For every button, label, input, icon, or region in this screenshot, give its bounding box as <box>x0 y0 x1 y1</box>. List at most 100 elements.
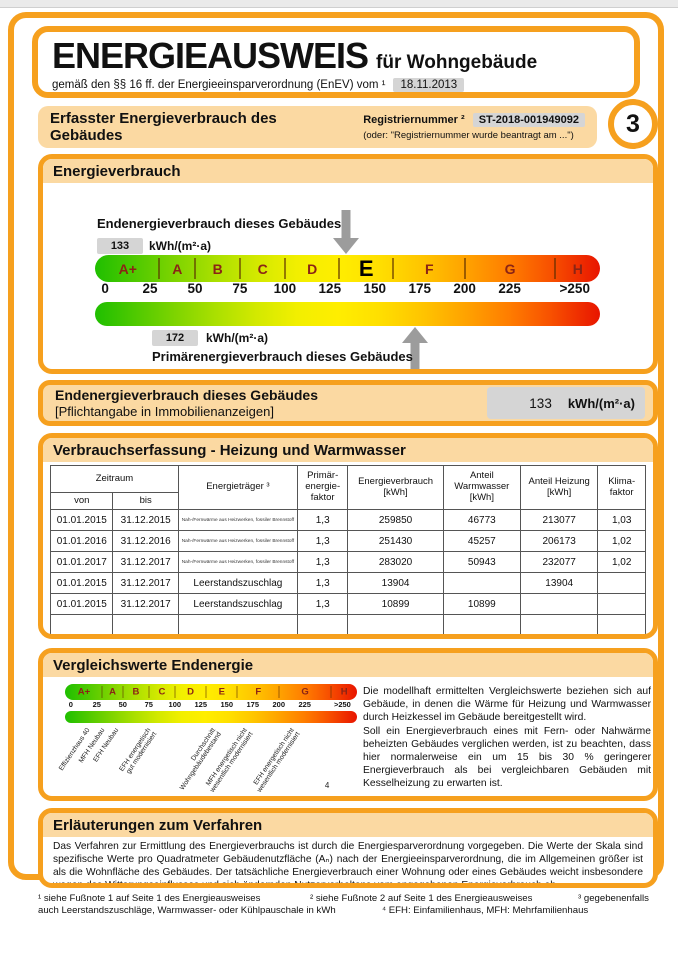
scale-tick-50: 50 <box>187 281 203 296</box>
page-number-badge: 3 <box>608 99 658 149</box>
comparison-reference-labels: 4 Effizienzhaus 40 MFH Neubau EFH Neubau EF… <box>58 723 357 796</box>
cell-kwh: 283020 <box>347 551 444 573</box>
cell-klima <box>597 614 646 634</box>
col-anteil-heizung: Anteil Heizung [kWh] <box>519 465 599 510</box>
scale-letter-E: E <box>358 255 374 281</box>
scale-letter-G: G <box>301 686 309 698</box>
col-klimafaktor: Klima- faktor <box>597 465 646 510</box>
scale-tick-225: 225 <box>298 700 311 709</box>
cell-bis <box>112 614 179 634</box>
scale-divider <box>391 258 394 279</box>
scale-tick->250: >250 <box>559 281 590 296</box>
scale-letter-F: F <box>425 260 434 277</box>
section-verbrauchserfassung: Verbrauchserfassung - Heizung und Warmwa… <box>38 433 658 639</box>
cell-ww: 46773 <box>442 509 522 531</box>
scale-tick-50: 50 <box>118 700 127 709</box>
cell-klima <box>597 572 646 594</box>
comparison-label: EFH energetisch nicht wesentlich moderni… <box>252 727 302 794</box>
scale-tick-225: 225 <box>498 281 521 296</box>
scale-divider <box>122 685 124 699</box>
cell-traeger: Nah-/Fernwärme aus Heizwerken, fossiler … <box>177 509 298 531</box>
comparison-label: EFH energetisch gut modernisiert <box>118 727 159 776</box>
cell-pef <box>296 614 349 634</box>
section-title: Verbrauchserfassung - Heizung und Warmwa… <box>43 438 653 462</box>
cell-pef: 1,3 <box>296 509 349 531</box>
energy-scale-letter-band: A+ A B C D E F G H <box>95 255 600 282</box>
scale-letter-A: A <box>172 260 183 277</box>
cell-klima: 1,02 <box>597 551 646 573</box>
scale-tick-125: 125 <box>318 281 342 296</box>
cell-traeger: Nah-/Fernwärme aus Heizwerken, fossiler … <box>177 551 298 573</box>
primaerenergie-arrow-label: Primärenergieverbrauch dieses Gebäudes <box>152 349 413 364</box>
scale-letter-A+: A+ <box>118 260 137 277</box>
banner-end-value: 133 <box>529 395 552 411</box>
scale-tick-100: 100 <box>168 700 182 709</box>
cell-pef: 1,3 <box>296 572 349 594</box>
energy-scale-lower-band <box>95 302 600 326</box>
scale-letter-B: B <box>212 260 223 277</box>
scale-divider <box>205 685 207 699</box>
table-row <box>49 614 646 634</box>
registration-number-value: ST-2018-001949092 <box>472 113 585 127</box>
cell-heizung: 13904 <box>519 572 599 594</box>
scale-tick-25: 25 <box>92 700 101 709</box>
primaerenergie-unit: kWh/(m²·a) <box>206 331 268 345</box>
law-reference-text: gemäß den §§ 16 ff. der Energieeinsparve… <box>52 79 386 91</box>
footnote-3-continued: auch Leerstandszuschläge, Warmwasser- od… <box>38 905 336 916</box>
cell-klima: 1,03 <box>597 509 646 531</box>
cell-bis: 31.12.2015 <box>112 509 179 531</box>
cell-kwh: 251430 <box>347 530 444 552</box>
primaerenergie-value-chip: 172 <box>152 330 198 346</box>
labels-footnote-ref: 4 <box>324 781 330 790</box>
cell-traeger: Leerstandszuschlag <box>177 572 298 594</box>
endenergieverbrauch-banner: Endenergieverbrauch dieses Gebäudes [Pfl… <box>38 380 658 426</box>
cell-heizung: 206173 <box>519 530 599 552</box>
scale-letter-G: G <box>504 260 516 277</box>
explanation-text: Das Verfahren zur Ermittlung des Energie… <box>53 841 643 888</box>
scale-divider <box>464 258 467 279</box>
banner-end-unit: kWh/(m²·a) <box>567 395 635 411</box>
cell-bis: 31.12.2017 <box>112 572 179 594</box>
banner-end-value-chip: 133 kWh/(m²·a) <box>487 387 645 419</box>
endenergie-unit: kWh/(m²·a) <box>149 239 211 253</box>
banner-end-title: Endenergieverbrauch dieses Gebäudes <box>55 386 318 403</box>
section-erlaeuterungen: Erläuterungen zum Verfahren Das Verfahre… <box>38 808 658 888</box>
section-title: Vergleichswerte Endenergie <box>43 653 653 677</box>
col-zeitraum: Zeitraum <box>50 465 179 493</box>
scale-letter-C: C <box>158 686 166 698</box>
col-primaerenergiefaktor: Primär- energie- faktor <box>296 465 349 510</box>
cell-klima: 1,02 <box>597 530 646 552</box>
endenergie-arrow-label: Endenergieverbrauch dieses Gebäudes <box>97 216 342 231</box>
document-title-suffix: für Wohngebäude <box>376 52 538 73</box>
cell-traeger: Nah-/Fernwärme aus Heizwerken, fossiler … <box>177 530 298 552</box>
scale-letter-E: E <box>218 686 225 698</box>
scale-tick-0: 0 <box>101 281 109 296</box>
cell-heizung <box>519 614 599 634</box>
scale-letter-A+: A+ <box>77 686 91 698</box>
scale-tick-150: 150 <box>363 281 387 296</box>
section-title: Energieverbrauch <box>43 159 653 183</box>
scale-divider <box>283 258 286 279</box>
cell-heizung: 213077 <box>519 509 599 531</box>
scale-divider <box>148 685 150 699</box>
scale-tick-25: 25 <box>142 281 158 296</box>
endenergie-marker-arrow-icon <box>333 210 360 254</box>
comparison-scale-ticks: 0 25 50 75 100 125 150 175 200 225 >250 <box>65 700 357 711</box>
cell-ww: 45257 <box>442 530 522 552</box>
consumption-table: Zeitraum Energieträger ³ Primär- energie… <box>49 465 646 634</box>
footnote-2: ² siehe Fußnote 2 auf Seite 1 des Energi… <box>310 893 533 904</box>
scale-tick-175: 175 <box>246 700 260 709</box>
comparison-scale-letter-band: A+ A B C D E F G H <box>65 684 357 700</box>
cell-klima <box>597 593 646 615</box>
scale-letter-A: A <box>109 686 117 698</box>
cell-bis: 31.12.2016 <box>112 530 179 552</box>
table-row: 01.01.2015 31.12.2017 Leerstandszuschlag 1,… <box>49 572 646 594</box>
table-row: 01.01.2017 31.12.2017 Nah-/Fernwärme aus H… <box>49 551 646 573</box>
banner-end-subtitle: [Pflichtangabe in Immobilienanzeigen] <box>55 403 274 419</box>
col-von: von <box>49 492 114 510</box>
registration-banner: Erfasster Energieverbrauch des Gebäudes … <box>38 106 597 148</box>
col-energietraeger: Energieträger ³ <box>177 465 298 510</box>
scale-tick-75: 75 <box>232 281 248 296</box>
cell-kwh: 259850 <box>347 509 444 531</box>
